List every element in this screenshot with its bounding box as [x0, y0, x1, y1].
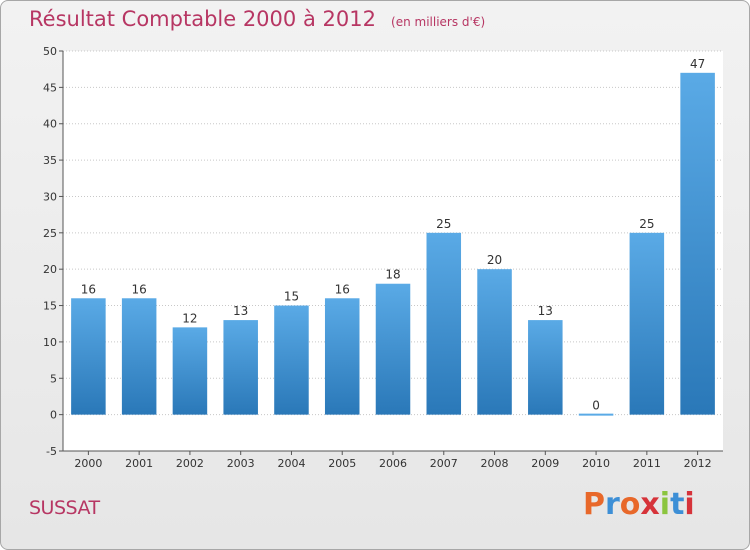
bar-2001 [121, 298, 157, 415]
x-tick-label: 2011 [633, 457, 661, 470]
x-tick-label: 2007 [430, 457, 458, 470]
data-label-2006: 18 [385, 268, 400, 282]
brand-letter: x [640, 487, 660, 522]
data-label-2003: 13 [233, 304, 248, 318]
brand-letter: i [684, 487, 695, 522]
data-label-2009: 13 [538, 304, 553, 318]
bar-2005 [324, 298, 360, 415]
y-tick-label: 50 [43, 45, 57, 58]
y-tick-label: 25 [43, 227, 57, 240]
y-tick-label: 20 [43, 263, 57, 276]
x-tick-label: 2012 [684, 457, 712, 470]
bar-2012 [680, 72, 715, 415]
brand-letter: i [659, 487, 671, 522]
y-tick-label: 15 [43, 300, 57, 313]
brand-letter: r [605, 487, 620, 522]
y-tick-label: 5 [50, 372, 57, 385]
x-tick-label: 2000 [74, 457, 102, 470]
brand-letter: o [619, 487, 641, 522]
bar-2003 [223, 320, 258, 415]
axis-layer: -5 0 5 10 15 20 25 30 35 40 45 50 2000 2001 2002 2003 20… [43, 45, 723, 470]
y-tick-label: 35 [43, 154, 57, 167]
y-tick-label: -5 [46, 445, 57, 458]
y-tick-label: 45 [43, 81, 57, 94]
proxiti-logo: Proxiti [583, 487, 695, 522]
y-tick-label: 0 [50, 409, 57, 422]
data-label-2004: 15 [284, 290, 299, 304]
data-label-2010: 0 [592, 399, 600, 413]
commune-name: SUSSAT [29, 497, 100, 519]
bar-2004 [274, 305, 309, 415]
x-tick-label: 2002 [176, 457, 204, 470]
data-label-2011: 25 [639, 217, 654, 231]
x-tick-label: 2006 [379, 457, 407, 470]
y-tick-label: 40 [43, 118, 57, 131]
label-layer: 16 16 12 13 15 16 18 25 20 13 0 25 47 [81, 57, 706, 413]
bar-2010 [578, 413, 614, 416]
data-label-2008: 20 [487, 253, 502, 267]
bar-2002 [172, 327, 208, 415]
brand-letter: P [583, 487, 605, 522]
title-row: Résultat Comptable 2000 à 2012 (en milli… [29, 7, 485, 31]
bar-2006 [375, 283, 411, 415]
x-tick-label: 2010 [582, 457, 610, 470]
data-label-2007: 25 [436, 217, 451, 231]
brand-letter: t [670, 487, 685, 522]
chart-title: Résultat Comptable 2000 à 2012 [29, 7, 376, 31]
x-tick-label: 2001 [125, 457, 153, 470]
data-label-2000: 16 [81, 282, 96, 296]
x-tick-label: 2004 [277, 457, 305, 470]
y-tick-label: 10 [43, 336, 57, 349]
data-label-2005: 16 [335, 282, 350, 296]
data-label-2001: 16 [132, 282, 147, 296]
bar-2007 [426, 232, 462, 415]
bar-layer [71, 72, 715, 416]
chart-subtitle: (en milliers d'€) [391, 15, 486, 29]
bar-2011 [629, 232, 665, 415]
data-label-2002: 12 [182, 311, 197, 325]
x-tick-label: 2005 [328, 457, 356, 470]
bar-2008 [477, 269, 512, 415]
bar-2000 [71, 298, 106, 415]
x-tick-label: 2008 [481, 457, 509, 470]
x-tick-label: 2009 [531, 457, 559, 470]
data-label-2012: 47 [690, 57, 705, 71]
bar-2009 [528, 320, 563, 415]
y-tick-label: 30 [43, 190, 57, 203]
x-tick-label: 2003 [227, 457, 255, 470]
